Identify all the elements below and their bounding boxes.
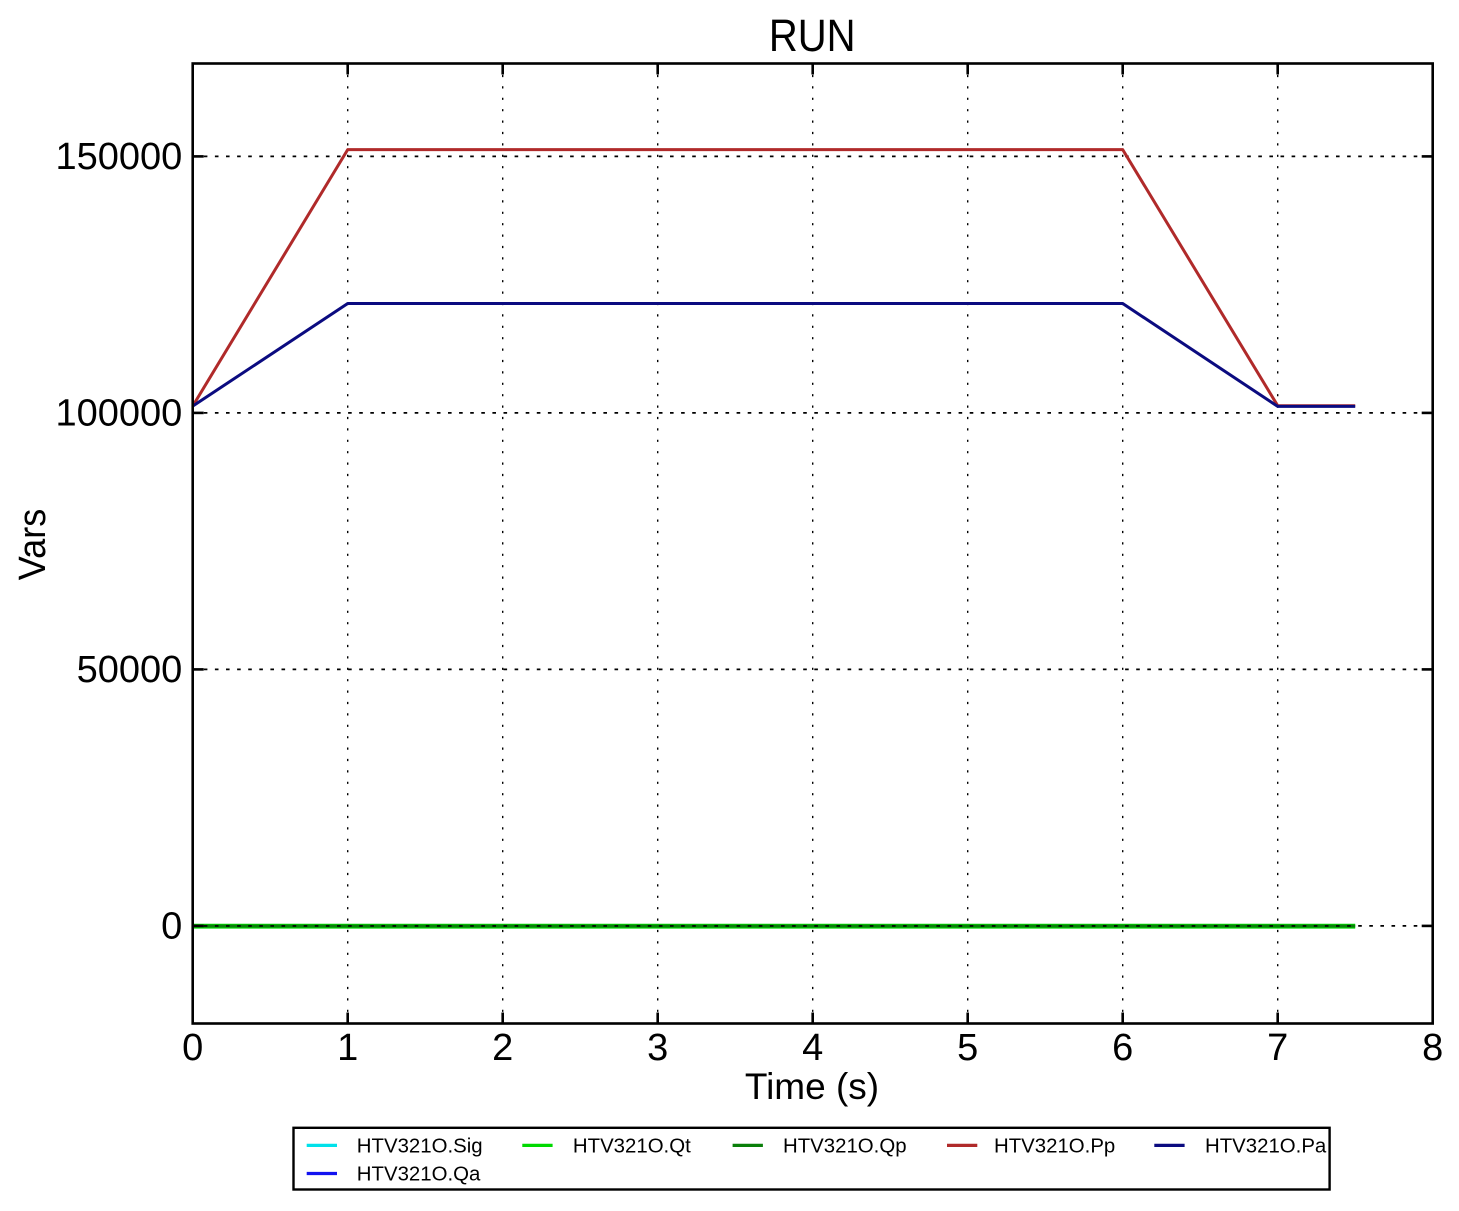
svg-text:2: 2: [492, 1027, 513, 1069]
svg-text:100000: 100000: [55, 393, 182, 435]
svg-text:4: 4: [802, 1027, 823, 1069]
svg-text:HTV321O.Sig: HTV321O.Sig: [357, 1136, 483, 1158]
svg-text:Vars: Vars: [10, 509, 53, 581]
svg-text:5: 5: [957, 1027, 978, 1069]
svg-text:RUN: RUN: [769, 11, 856, 62]
svg-text:6: 6: [1112, 1027, 1133, 1069]
svg-text:7: 7: [1267, 1027, 1288, 1069]
svg-text:50000: 50000: [77, 649, 183, 691]
svg-text:1: 1: [337, 1027, 358, 1069]
svg-text:0: 0: [182, 1027, 203, 1069]
svg-text:150000: 150000: [55, 136, 182, 178]
svg-text:HTV321O.Pa: HTV321O.Pa: [1205, 1136, 1327, 1158]
svg-text:Time (s): Time (s): [745, 1066, 879, 1107]
svg-text:0: 0: [161, 906, 182, 948]
svg-text:HTV321O.Qp: HTV321O.Qp: [783, 1136, 907, 1158]
svg-text:HTV321O.Pp: HTV321O.Pp: [994, 1136, 1115, 1158]
svg-text:3: 3: [647, 1027, 668, 1069]
svg-text:HTV321O.Qa: HTV321O.Qa: [357, 1164, 481, 1186]
svg-text:HTV321O.Qt: HTV321O.Qt: [573, 1136, 691, 1158]
svg-text:8: 8: [1422, 1027, 1443, 1069]
